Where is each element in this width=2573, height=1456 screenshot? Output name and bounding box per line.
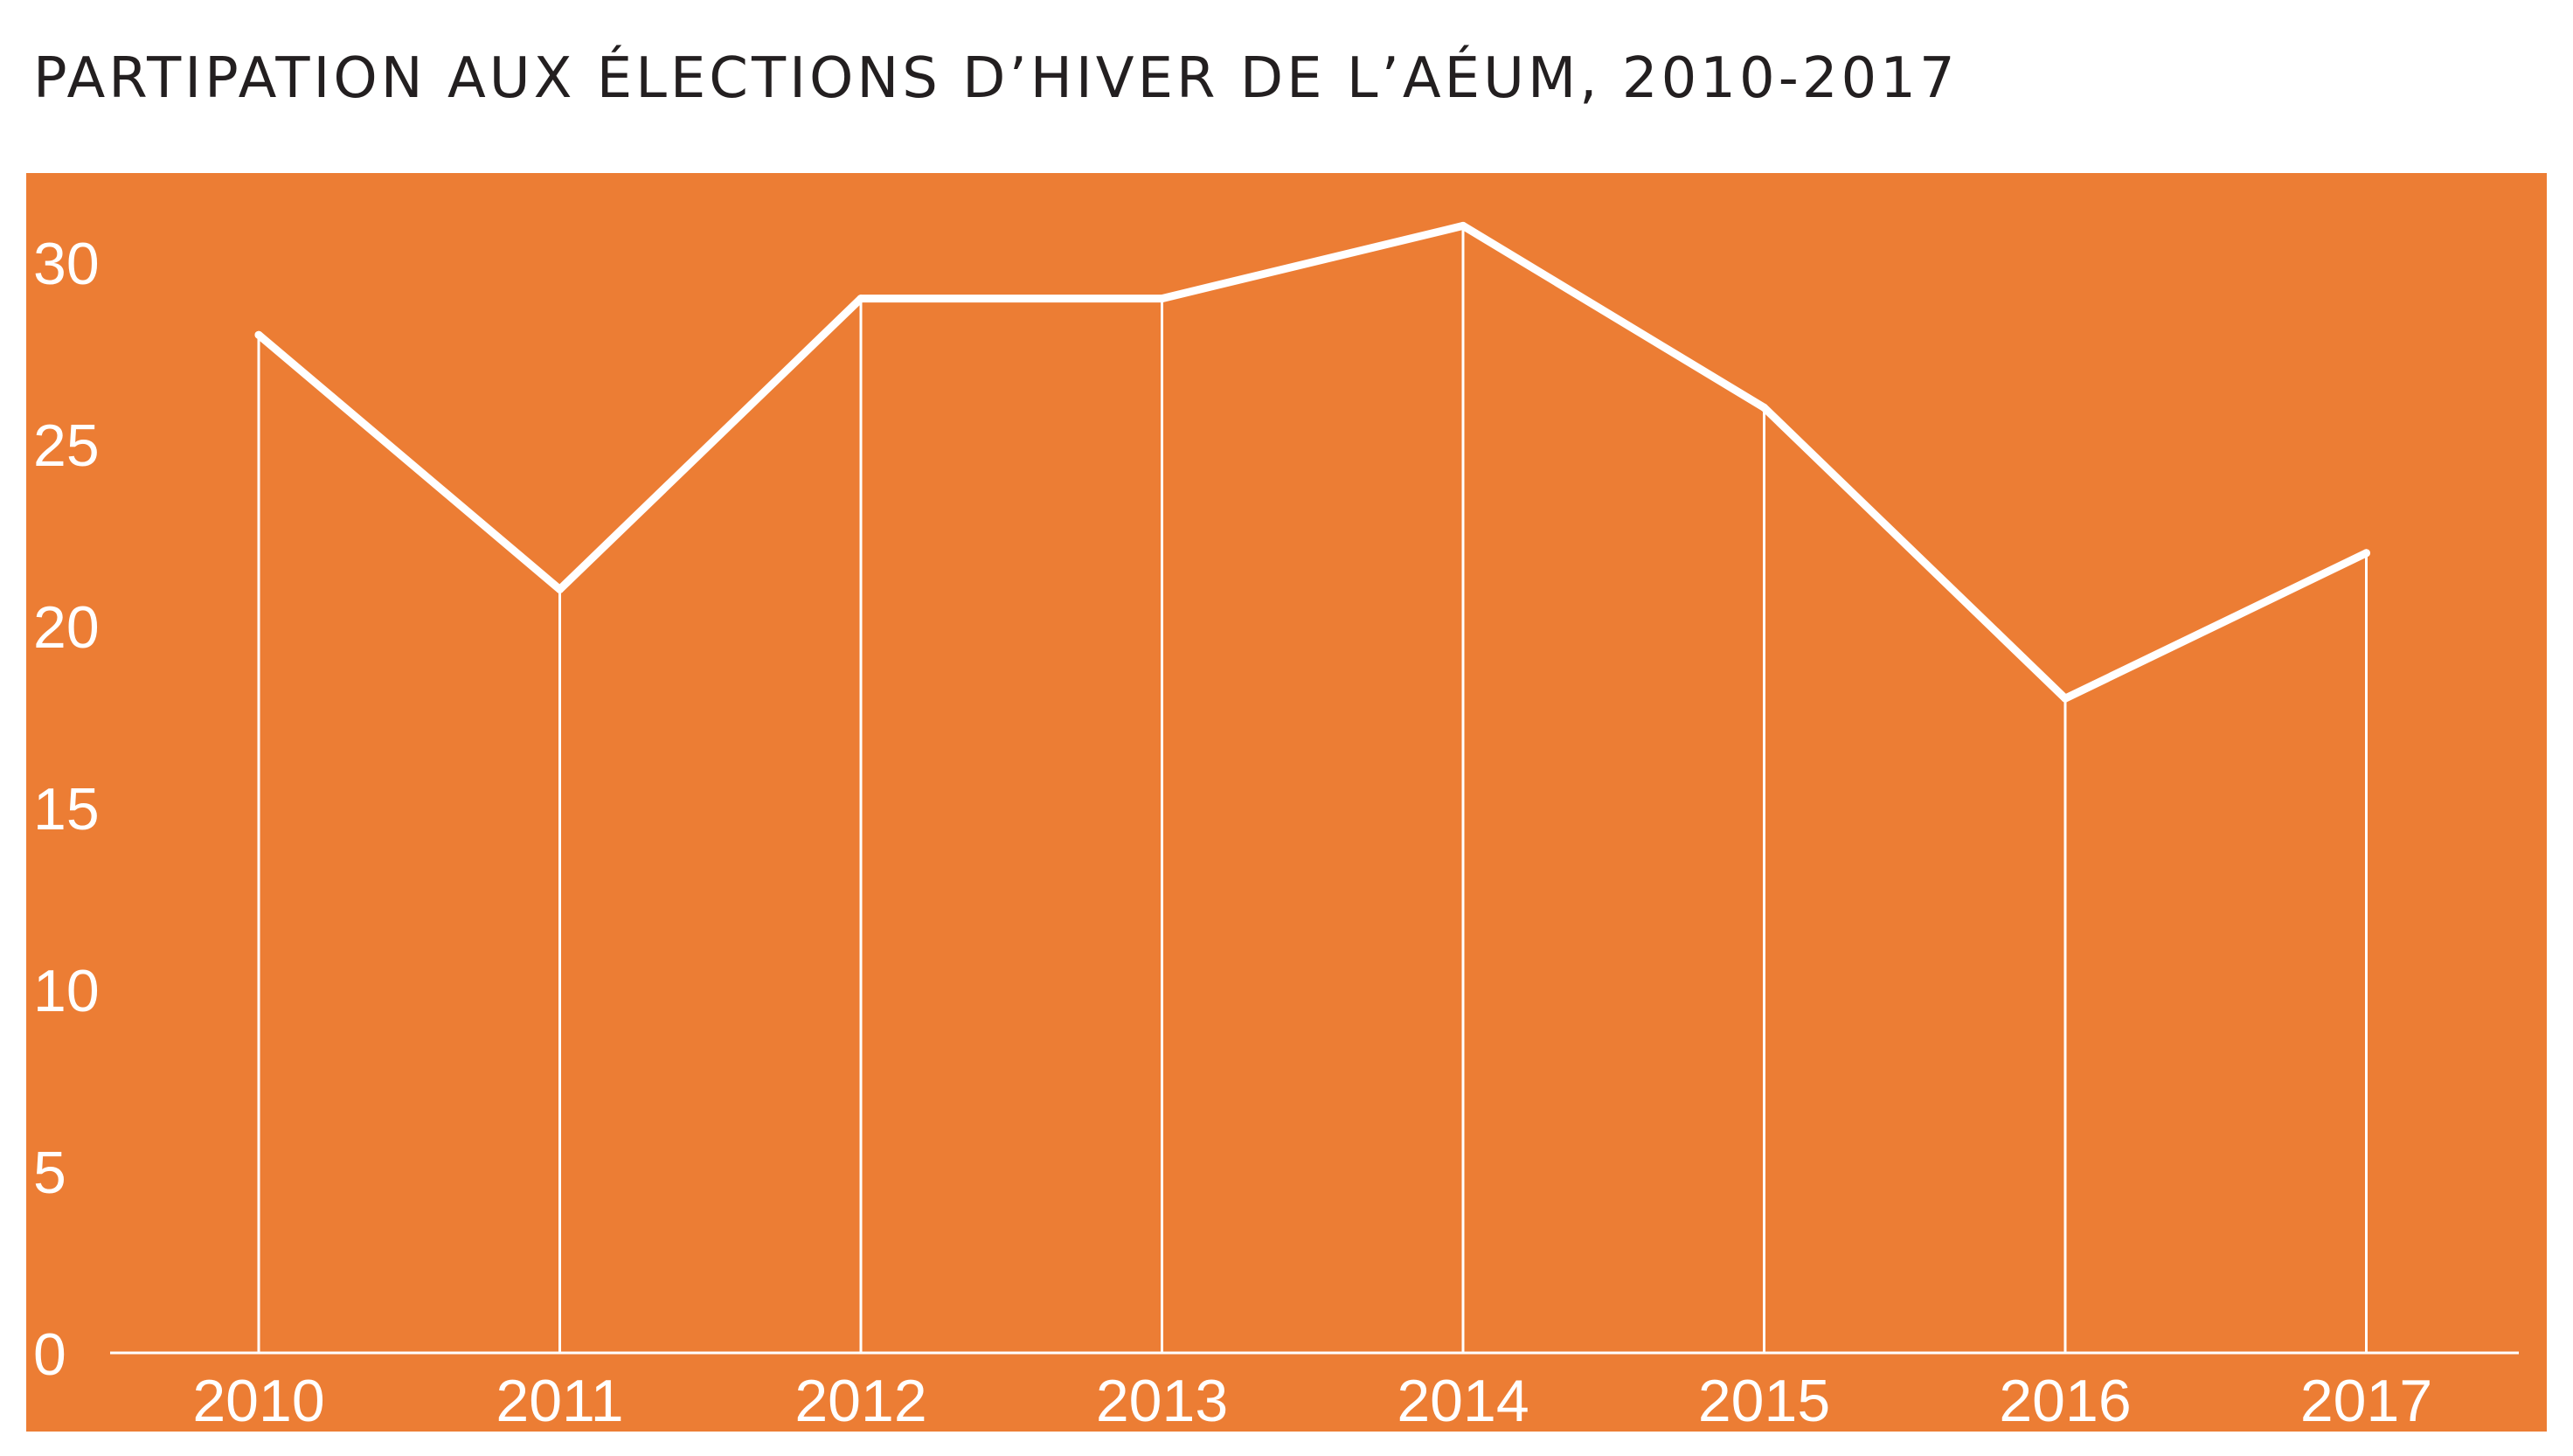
data-point-2016 <box>2061 694 2070 703</box>
data-point-2010 <box>254 330 263 339</box>
y-tick-label-20: 20 <box>33 594 100 661</box>
y-tick-label-15: 15 <box>33 776 100 842</box>
y-tick-label-10: 10 <box>33 958 100 1024</box>
x-tick-label-2014: 2014 <box>1397 1368 1529 1432</box>
x-tick-label-2016: 2016 <box>1999 1368 2131 1432</box>
data-point-2017 <box>2362 549 2370 558</box>
data-point-2011 <box>556 585 564 593</box>
y-tick-label-0: 0 <box>33 1321 66 1388</box>
y-tick-label-30: 30 <box>33 231 100 297</box>
chart-title: Partipation aux élections d’hiver de l’A… <box>33 46 1959 111</box>
x-tick-label-2017: 2017 <box>2300 1368 2432 1432</box>
data-point-2014 <box>1459 221 1467 230</box>
chart-panel: 0 5 10 15 20 25 30 2010 2011 2012 2013 2014 2015 2016… <box>26 173 2547 1432</box>
x-tick-label-2010: 2010 <box>192 1368 324 1432</box>
y-tick-label-25: 25 <box>33 413 100 479</box>
x-tick-label-2013: 2013 <box>1096 1368 1228 1432</box>
x-tick-label-2012: 2012 <box>794 1368 926 1432</box>
chart-plot: 0 5 10 15 20 25 30 2010 2011 2012 2013 2014 2015 2016… <box>33 221 2519 1432</box>
data-point-2015 <box>1760 403 1768 412</box>
data-point-2012 <box>857 295 865 303</box>
x-tick-label-2011: 2011 <box>496 1368 623 1432</box>
series-line <box>254 221 2370 703</box>
x-tick-label-2015: 2015 <box>1698 1368 1830 1432</box>
y-tick-label-5: 5 <box>33 1140 66 1206</box>
data-point-2013 <box>1158 295 1166 303</box>
